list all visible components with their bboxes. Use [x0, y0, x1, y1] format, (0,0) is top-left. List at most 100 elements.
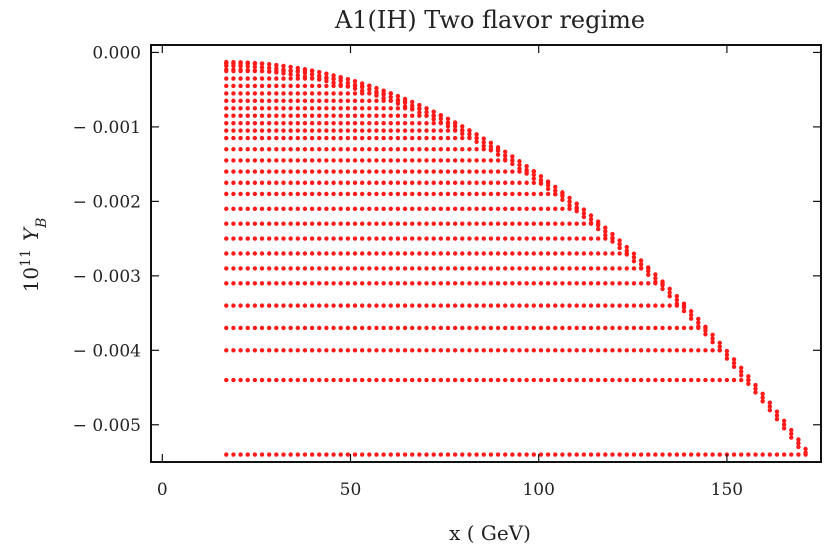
data-point	[309, 377, 315, 383]
data-point-cap	[567, 195, 572, 201]
data-point	[410, 266, 415, 271]
data-point	[331, 221, 336, 226]
data-point	[495, 206, 501, 212]
data-point	[374, 325, 379, 331]
data-point-cap	[553, 184, 558, 190]
data-point-cap	[481, 140, 486, 145]
data-point	[503, 236, 508, 241]
data-point	[402, 147, 408, 152]
data-point-cap	[674, 301, 680, 306]
data-point	[488, 303, 494, 308]
data-point	[381, 158, 386, 163]
data-point-cap	[567, 199, 572, 204]
data-point	[553, 325, 558, 331]
data-point	[352, 452, 358, 457]
data-point	[524, 266, 529, 271]
data-point	[467, 221, 472, 226]
data-point	[503, 191, 508, 197]
data-point	[381, 106, 386, 111]
data-point	[560, 221, 565, 226]
data-point	[252, 106, 258, 111]
data-point	[474, 325, 479, 331]
data-point	[274, 135, 279, 141]
data-point-cap	[402, 96, 408, 102]
data-point	[352, 180, 358, 185]
data-point	[274, 128, 279, 133]
x-tick-label: 50	[340, 480, 362, 500]
data-point	[259, 83, 265, 89]
data-point	[460, 191, 465, 197]
data-point	[481, 251, 486, 256]
data-point	[410, 303, 415, 308]
data-point	[739, 452, 744, 457]
data-point	[259, 91, 265, 96]
data-point-cap	[538, 181, 544, 186]
data-point-cap	[588, 220, 594, 226]
data-point-cap	[781, 418, 787, 424]
data-point	[617, 348, 622, 353]
data-point	[338, 120, 343, 126]
data-point-cap	[431, 113, 436, 118]
data-point	[367, 191, 372, 197]
data-point-cap	[631, 255, 637, 260]
data-point	[445, 303, 451, 308]
data-point	[281, 251, 286, 256]
data-point	[653, 325, 658, 331]
data-point	[245, 83, 250, 89]
data-point	[317, 377, 322, 383]
data-point	[338, 169, 343, 174]
data-point	[367, 221, 372, 226]
data-point	[381, 135, 386, 141]
data-point-cap	[674, 293, 680, 299]
data-point	[302, 106, 308, 111]
data-point	[467, 251, 472, 256]
data-point	[402, 191, 408, 197]
data-point	[231, 83, 236, 89]
data-point	[524, 221, 529, 226]
data-point	[224, 98, 229, 104]
data-point	[281, 113, 286, 118]
data-point-cap	[259, 68, 265, 74]
data-point	[309, 128, 315, 133]
data-point	[331, 251, 336, 256]
data-point	[295, 452, 300, 457]
data-point	[395, 281, 401, 286]
data-point	[352, 128, 358, 133]
data-point	[281, 106, 286, 111]
data-point	[560, 325, 565, 331]
data-point	[467, 236, 472, 241]
data-point	[424, 128, 429, 133]
data-point	[281, 452, 286, 457]
data-point	[388, 236, 393, 241]
data-point-cap	[281, 67, 286, 72]
data-point	[410, 180, 415, 185]
data-point	[245, 191, 250, 197]
data-point-cap	[503, 153, 508, 158]
data-point	[352, 251, 358, 256]
data-point	[581, 325, 587, 331]
data-point	[288, 377, 293, 383]
data-point	[338, 158, 343, 163]
data-point-cap	[746, 381, 751, 386]
data-point	[238, 76, 243, 81]
data-point-cap	[774, 416, 780, 422]
data-point	[410, 147, 415, 152]
data-point	[309, 169, 315, 174]
data-point	[624, 303, 629, 308]
data-point	[617, 251, 622, 256]
data-point	[710, 377, 715, 383]
data-point	[317, 135, 322, 141]
data-point-cap	[317, 69, 322, 75]
data-point	[467, 206, 472, 212]
data-point	[266, 325, 272, 331]
data-point	[324, 348, 329, 353]
data-point	[381, 452, 386, 457]
data-point	[503, 452, 508, 457]
data-point	[331, 98, 336, 104]
data-point	[252, 251, 258, 256]
data-point	[317, 180, 322, 185]
data-point	[245, 303, 250, 308]
data-point-cap	[302, 74, 308, 79]
data-point	[488, 452, 494, 457]
data-point	[460, 206, 465, 212]
